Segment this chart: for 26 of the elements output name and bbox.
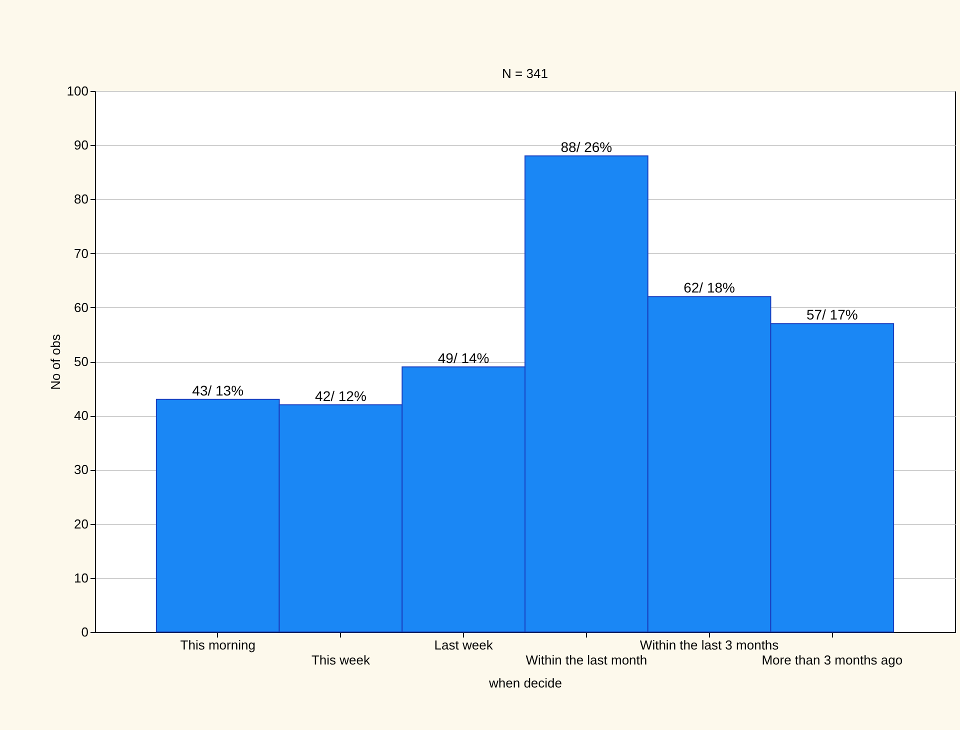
data-label: 62/ 18% xyxy=(684,280,735,296)
y-tick-label: 10 xyxy=(74,570,88,586)
y-tick-label: 30 xyxy=(74,462,88,478)
x-tick-label: This week xyxy=(311,652,370,668)
y-tick-label: 70 xyxy=(74,246,88,261)
chart-title: N = 341 xyxy=(502,66,548,81)
x-tick-label: Last week xyxy=(434,638,494,652)
data-label: 43/ 13% xyxy=(192,382,244,398)
y-axis-title: No of obs xyxy=(48,334,63,390)
y-tick-label: 20 xyxy=(74,516,88,532)
x-tick-label: Within the last month xyxy=(526,652,648,668)
data-label: 42/ 12% xyxy=(315,388,366,404)
x-axis-title: when decide xyxy=(488,676,562,690)
data-label: 57/ 17% xyxy=(806,306,858,323)
y-tick-label: 80 xyxy=(74,192,88,207)
x-tick-label: Within the last 3 months xyxy=(640,638,780,652)
y-tick-label: 60 xyxy=(74,300,88,315)
y-tick-label: 90 xyxy=(74,138,88,153)
y-tick-label: 0 xyxy=(81,624,88,640)
data-label: 88/ 26% xyxy=(560,138,612,155)
y-tick-label: 100 xyxy=(66,84,88,98)
x-tick-label: More than 3 months ago xyxy=(762,652,903,668)
y-tick-label: 40 xyxy=(74,408,88,424)
data-label: 49/ 14% xyxy=(438,350,490,366)
y-tick-label: 50 xyxy=(74,354,88,369)
x-tick-label: This morning xyxy=(180,638,256,652)
